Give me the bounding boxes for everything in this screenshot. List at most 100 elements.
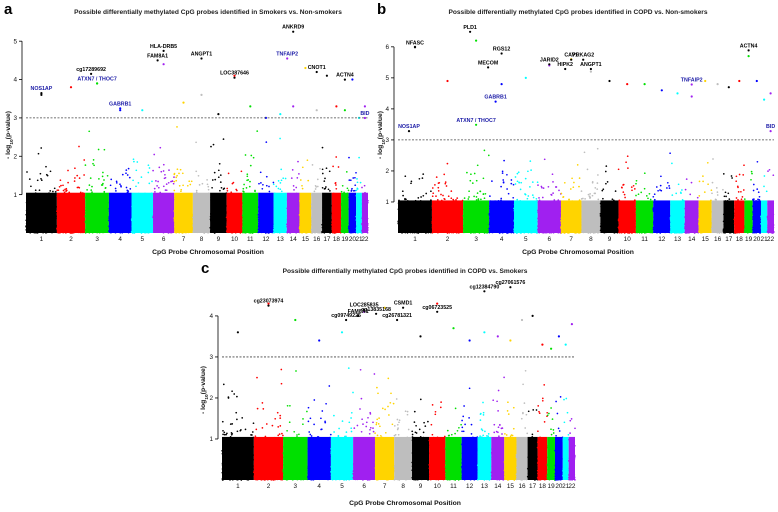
- cpg-point: [345, 171, 348, 173]
- cpg-point: [30, 185, 32, 188]
- cpg-point: [115, 180, 118, 183]
- cpg-point: [355, 189, 358, 192]
- cpg-point-band: [331, 192, 342, 233]
- cpg-point: [301, 166, 304, 169]
- cpg-point: [92, 159, 95, 161]
- cpg-point: [162, 185, 165, 188]
- cpg-point-band: [192, 192, 211, 233]
- gene-annotation-label: cg17289692: [76, 67, 106, 73]
- cpg-point: [329, 190, 331, 192]
- cpg-point: [280, 179, 283, 182]
- cpg-point: [151, 180, 153, 183]
- chromosome-4-points: [108, 109, 133, 234]
- cpg-point: [447, 195, 450, 198]
- cpg-point: [543, 158, 546, 161]
- cpg-peak-point: [292, 105, 295, 108]
- cpg-point: [226, 187, 229, 190]
- cpg-point: [563, 181, 566, 184]
- cpg-point: [340, 190, 343, 193]
- cpg-point: [417, 197, 420, 199]
- panel-b-points: [397, 39, 775, 234]
- cpg-peak-point: [446, 79, 449, 83]
- cpg-point: [491, 180, 493, 182]
- x-tick-chromosome-label: 2: [69, 236, 73, 243]
- cpg-point: [550, 194, 553, 196]
- cpg-point: [306, 159, 309, 162]
- cpg-point: [438, 181, 441, 184]
- panel-a-xlabel: CpG Probe Chromosomal Position: [152, 249, 264, 256]
- chromosome-7-points: [173, 101, 194, 234]
- cpg-point: [132, 158, 135, 161]
- cpg-point: [56, 189, 59, 192]
- cpg-point: [74, 167, 76, 170]
- cpg-point: [92, 162, 94, 165]
- cpg-point: [480, 198, 482, 201]
- cpg-point: [188, 180, 191, 183]
- cpg-point: [195, 189, 198, 192]
- chromosome-6-points: [537, 64, 562, 234]
- cpg-point: [443, 198, 446, 201]
- cpg-point: [307, 179, 310, 182]
- cpg-point: [517, 171, 520, 174]
- cpg-point: [103, 179, 105, 181]
- cpg-point-band: [131, 192, 154, 233]
- cpg-point: [104, 187, 107, 189]
- cpg-point: [245, 187, 248, 189]
- cpg-point: [482, 193, 485, 196]
- y-tick-label: 1: [385, 199, 389, 206]
- cpg-point: [165, 189, 168, 192]
- cpg-point: [91, 191, 93, 193]
- cpg-point: [181, 172, 184, 175]
- cpg-point: [98, 178, 100, 180]
- cpg-point: [153, 187, 156, 190]
- chromosome-9-points: [209, 113, 228, 234]
- cpg-point: [334, 182, 337, 185]
- y-tick-label: 2: [385, 168, 389, 175]
- cpg-peak-point: [475, 39, 478, 42]
- cpg-point: [252, 156, 255, 159]
- cpg-point: [277, 180, 280, 182]
- cpg-point: [440, 193, 442, 196]
- panel-a-letter: a: [4, 1, 13, 18]
- cpg-point: [578, 185, 580, 188]
- x-tick-chromosome-label: 8: [200, 236, 204, 243]
- cpg-point: [176, 126, 178, 128]
- cpg-point: [356, 178, 358, 180]
- cpg-point: [201, 182, 204, 185]
- cpg-peak-point: [249, 105, 252, 108]
- cpg-point: [136, 161, 139, 163]
- cpg-peak-point: [279, 113, 282, 116]
- cpg-point: [135, 185, 137, 188]
- cpg-point: [328, 170, 331, 173]
- cpg-point: [410, 182, 412, 185]
- annotated-probe-point: [96, 82, 99, 85]
- cpg-point-band: [258, 192, 274, 233]
- cpg-point: [26, 171, 28, 173]
- cpg-point: [437, 190, 440, 192]
- chromosome-11-points: [241, 105, 260, 234]
- cpg-peak-point: [40, 93, 43, 96]
- cpg-point: [475, 196, 478, 198]
- cpg-point: [275, 185, 278, 188]
- cpg-point: [347, 189, 350, 192]
- cpg-point: [89, 177, 92, 179]
- cpg-point: [435, 176, 438, 178]
- cpg-point: [160, 170, 163, 173]
- cpg-point: [431, 187, 434, 189]
- cpg-point: [74, 177, 76, 179]
- cpg-peak-point: [335, 105, 338, 108]
- chromosome-8-points: [192, 93, 211, 234]
- cpg-point: [446, 162, 449, 165]
- cpg-point: [410, 180, 413, 183]
- cpg-point: [165, 183, 168, 185]
- x-tick-chromosome-label: 19: [341, 236, 349, 243]
- cpg-point: [114, 187, 117, 190]
- cpg-peak-point: [119, 109, 122, 112]
- cpg-point: [214, 178, 217, 181]
- cpg-point: [526, 197, 529, 200]
- gene-annotation-label: ANKRD9: [282, 25, 304, 31]
- cpg-point: [476, 192, 479, 194]
- cpg-point-band: [26, 192, 57, 233]
- cpg-point-band: [361, 192, 368, 233]
